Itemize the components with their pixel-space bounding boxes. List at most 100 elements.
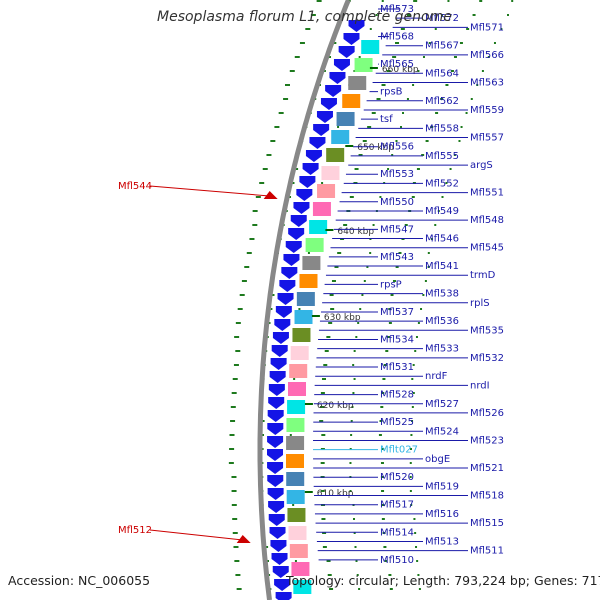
gc-dot bbox=[307, 252, 310, 254]
cog-box bbox=[302, 256, 321, 270]
gene-label: Mfl537 bbox=[380, 307, 414, 318]
gc-dot bbox=[362, 140, 367, 142]
gc-dot bbox=[398, 252, 402, 254]
gene-arrow bbox=[277, 293, 294, 305]
gene-label: Mfl510 bbox=[380, 555, 414, 566]
gene-arrow bbox=[267, 410, 284, 422]
gc-dot bbox=[321, 518, 326, 520]
cog-box bbox=[326, 148, 345, 162]
cog-box bbox=[293, 580, 312, 594]
gc-dot bbox=[352, 364, 355, 366]
gc-dot bbox=[404, 224, 408, 226]
gc-dot bbox=[352, 392, 355, 394]
cog-box bbox=[342, 94, 361, 108]
gene-label: Mfl565 bbox=[380, 59, 414, 70]
gene-arrow bbox=[268, 514, 285, 526]
gc-dot bbox=[416, 560, 419, 562]
gene-label: Mfl546 bbox=[425, 234, 459, 245]
gc-dot bbox=[406, 98, 409, 100]
gene-label: Mfl563 bbox=[470, 77, 504, 88]
gene-label: Mfl572 bbox=[425, 13, 459, 24]
cog-box bbox=[288, 526, 307, 540]
gc-dot bbox=[295, 168, 299, 170]
gc-dot bbox=[414, 350, 417, 352]
gc-dot bbox=[412, 392, 415, 394]
gc-dot bbox=[266, 154, 272, 156]
gc-dot bbox=[233, 546, 239, 548]
gc-dot bbox=[391, 154, 394, 156]
gc-dot bbox=[366, 266, 369, 268]
gene-arrow bbox=[302, 163, 319, 175]
cog-box bbox=[287, 400, 306, 414]
gc-dot bbox=[369, 28, 372, 30]
ruler-tick-label: 630 kbp bbox=[324, 313, 361, 323]
gc-dot bbox=[380, 406, 384, 408]
gc-dot bbox=[367, 126, 372, 128]
gc-dot bbox=[230, 420, 236, 422]
gene-arrow bbox=[269, 371, 286, 383]
gene-label: Mfl516 bbox=[425, 509, 459, 520]
gc-dot bbox=[406, 14, 411, 16]
gc-dot bbox=[372, 224, 375, 226]
gc-dot bbox=[458, 140, 461, 142]
gc-dot bbox=[434, 224, 437, 226]
gc-dot bbox=[381, 490, 385, 492]
gc-dot bbox=[445, 182, 448, 184]
gc-dot bbox=[232, 518, 238, 520]
gene-label: Mfl523 bbox=[470, 435, 504, 446]
gene-label: Mfl566 bbox=[470, 50, 504, 61]
gc-dot bbox=[383, 364, 387, 366]
gene-label: Mfl559 bbox=[470, 105, 504, 116]
cog-box bbox=[286, 490, 305, 504]
gc-dot bbox=[333, 42, 337, 44]
gene-arrow bbox=[271, 553, 288, 565]
gc-dot bbox=[472, 14, 476, 16]
gc-dot bbox=[409, 462, 412, 464]
gene-label: Mfl533 bbox=[425, 344, 459, 355]
gc-dot bbox=[337, 126, 340, 128]
gene-arrow bbox=[296, 189, 313, 201]
gene-arrow bbox=[325, 85, 342, 97]
gene-arrow bbox=[299, 176, 316, 188]
gc-dot bbox=[239, 294, 245, 296]
gc-dot bbox=[395, 266, 399, 268]
gene-arrow bbox=[293, 202, 310, 214]
gc-dot bbox=[386, 70, 391, 72]
gc-dot bbox=[411, 378, 414, 380]
gc-dot bbox=[353, 378, 356, 380]
gc-dot bbox=[382, 378, 386, 380]
gc-dot bbox=[235, 574, 241, 576]
gc-dot bbox=[358, 154, 363, 156]
gene-arrow bbox=[281, 267, 298, 279]
gc-dot bbox=[274, 126, 280, 128]
gene-label: Mfl562 bbox=[425, 96, 459, 107]
gene-label: Mfl545 bbox=[470, 243, 504, 254]
cog-box bbox=[312, 202, 331, 216]
gene-arrow bbox=[267, 488, 284, 500]
gene-arrow bbox=[288, 228, 305, 240]
gc-dot bbox=[354, 546, 357, 548]
gc-dot bbox=[324, 350, 329, 352]
ruler-tick-label: 660 kbp bbox=[382, 65, 419, 75]
gc-dot bbox=[310, 14, 316, 16]
gc-dot bbox=[416, 168, 420, 170]
gene-arrow bbox=[268, 397, 285, 409]
gc-dot bbox=[284, 84, 290, 86]
gc-dot bbox=[228, 462, 234, 464]
gc-dot bbox=[390, 294, 394, 296]
gc-dot bbox=[343, 224, 348, 226]
gc-dot bbox=[411, 406, 414, 408]
gc-dot bbox=[289, 434, 292, 436]
gc-dot bbox=[294, 56, 300, 58]
gene-arrow bbox=[343, 33, 360, 45]
gene-label: Mfl558 bbox=[425, 123, 459, 134]
cog-box bbox=[348, 76, 367, 90]
cog-box bbox=[321, 166, 340, 180]
ruler-tick-label: 640 kbp bbox=[337, 227, 374, 237]
gc-dot bbox=[440, 14, 443, 16]
gc-dot bbox=[388, 308, 392, 310]
gene-arrow bbox=[348, 20, 365, 32]
gc-dot bbox=[330, 308, 335, 310]
gc-dot bbox=[415, 336, 418, 338]
